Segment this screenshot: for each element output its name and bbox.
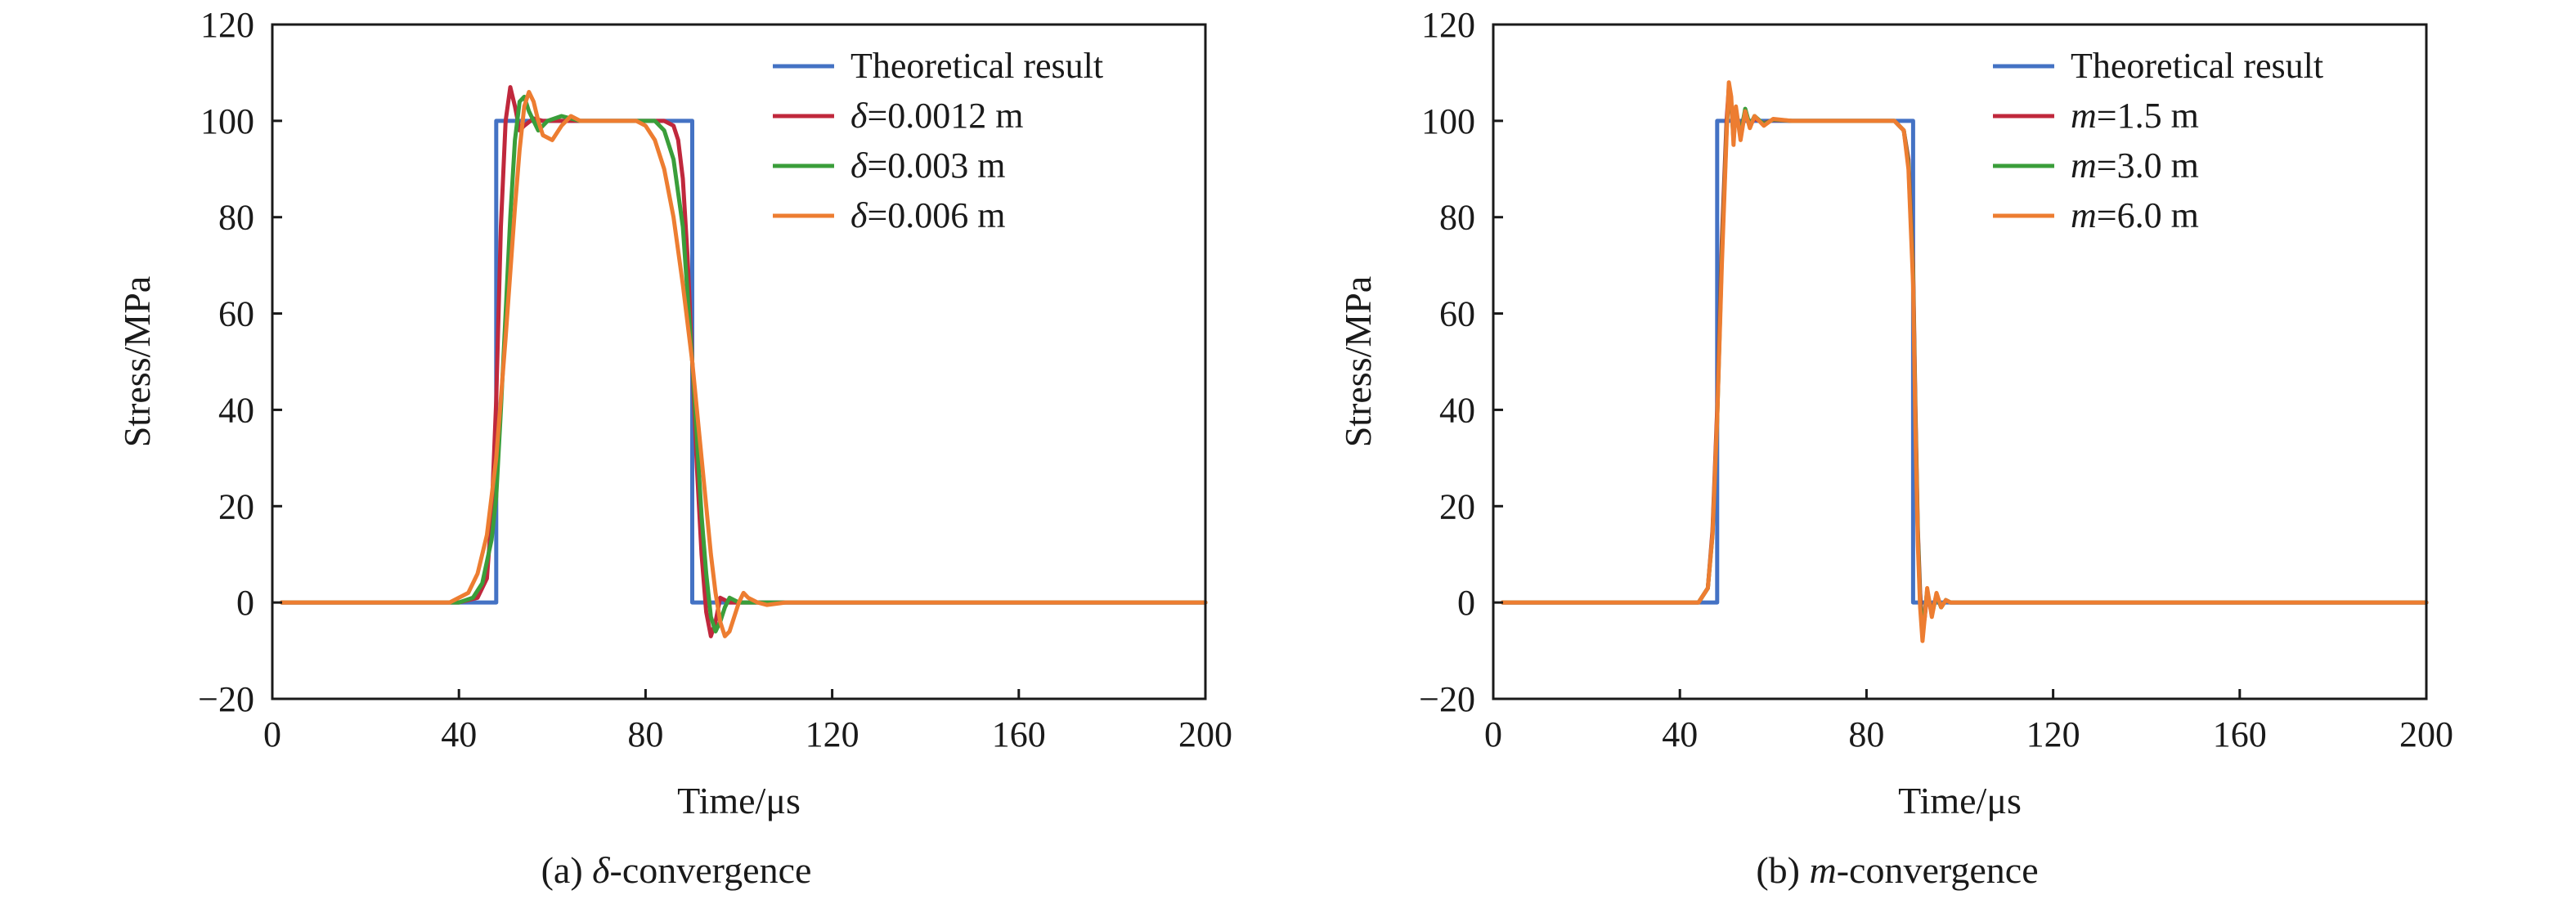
legend-entry-0-006-m: δ=0.006 m (850, 195, 1006, 235)
panel-m-convergence: 0 40 80 120 160 200−20020406080100120Time/μsS… (1337, 5, 2453, 891)
x-tick-label: 120 (806, 714, 859, 754)
y-tick-label: 60 (1439, 294, 1475, 334)
legend-entry-m-6-0-m: m=6.0 m (2071, 195, 2199, 235)
legend-text: =0.0012 m (867, 96, 1023, 136)
series-line-0-003-m (279, 94, 1208, 633)
legend-text: =6.0 m (2097, 195, 2199, 235)
x-tick-label: 80 (627, 714, 663, 754)
y-tick-label: 120 (200, 5, 254, 45)
y-axis-label: Stress/MPa (116, 276, 158, 448)
y-tick-label: 80 (218, 198, 254, 238)
legend-text: Theoretical result (850, 46, 1103, 86)
legend-entry-theoretical-result: Theoretical result (2071, 46, 2323, 86)
legend-entry-0-003-m: δ=0.003 m (850, 145, 1006, 186)
plot-frame (271, 23, 1207, 700)
series-line-theoretical-result (1500, 119, 2429, 605)
legend-entry-m-3-0-m: m=3.0 m (2071, 145, 2199, 186)
plot-frame (1492, 23, 2428, 700)
series-line-theoretical-result (279, 119, 1208, 605)
series-line-0-0012-m (279, 85, 1208, 638)
panel-caption: (a) δ-convergence (541, 849, 812, 891)
x-tick-label: 160 (2213, 714, 2267, 754)
y-tick-label: 100 (200, 101, 254, 141)
series-line-m-3-0-m (1500, 90, 2429, 638)
series-line-m-6-0-m (1500, 80, 2429, 643)
y-tick-label: 20 (1439, 486, 1475, 526)
x-tick-label: 0 (263, 714, 281, 754)
y-axis-label: Stress/MPa (1337, 276, 1379, 448)
legend-entry-theoretical-result: Theoretical result (850, 46, 1103, 86)
x-tick-label: 40 (1662, 714, 1698, 754)
legend-symbol: δ (850, 96, 868, 136)
y-tick-label: 20 (218, 486, 254, 526)
y-tick-label: 40 (1439, 390, 1475, 430)
y-tick-label: 0 (236, 583, 254, 623)
legend-symbol: m (2071, 145, 2097, 186)
y-tick-label: 0 (1457, 583, 1475, 623)
legend-entry-0-0012-m: δ=0.0012 m (850, 96, 1024, 136)
x-tick-label: 200 (2399, 714, 2453, 754)
y-tick-label: −20 (198, 679, 254, 719)
y-tick-label: 60 (218, 294, 254, 334)
x-tick-label: 0 (1484, 714, 1502, 754)
series-line-0-006-m (279, 90, 1208, 638)
legend-text: =0.003 m (867, 145, 1005, 186)
y-tick-label: 80 (1439, 198, 1475, 238)
panel-delta-convergence: 0 40 80 120 160 200−20020406080100120Time/μsS… (116, 5, 1232, 891)
x-tick-label: 40 (441, 714, 477, 754)
x-axis-label: Time/μs (1898, 780, 2022, 821)
legend-symbol: m (2071, 195, 2097, 235)
series-line-m-1-5-m (1500, 85, 2429, 633)
legend-text: =1.5 m (2097, 96, 2199, 136)
legend-symbol: m (2071, 96, 2097, 136)
legend-symbol: δ (850, 195, 868, 235)
y-tick-label: 100 (1421, 101, 1475, 141)
legend-text: =0.006 m (867, 195, 1005, 235)
legend-text: =3.0 m (2097, 145, 2199, 186)
legend-symbol: δ (850, 145, 868, 186)
legend-text: Theoretical result (2071, 46, 2323, 86)
y-tick-label: 120 (1421, 5, 1475, 45)
x-tick-label: 80 (1848, 714, 1884, 754)
y-tick-label: 40 (218, 390, 254, 430)
y-tick-label: −20 (1419, 679, 1475, 719)
x-tick-label: 200 (1178, 714, 1232, 754)
legend-entry-m-1-5-m: m=1.5 m (2071, 96, 2199, 136)
panel-caption: (b) m-convergence (1756, 849, 2038, 891)
x-tick-label: 120 (2026, 714, 2080, 754)
x-axis-label: Time/μs (677, 780, 801, 821)
x-tick-label: 160 (992, 714, 1046, 754)
